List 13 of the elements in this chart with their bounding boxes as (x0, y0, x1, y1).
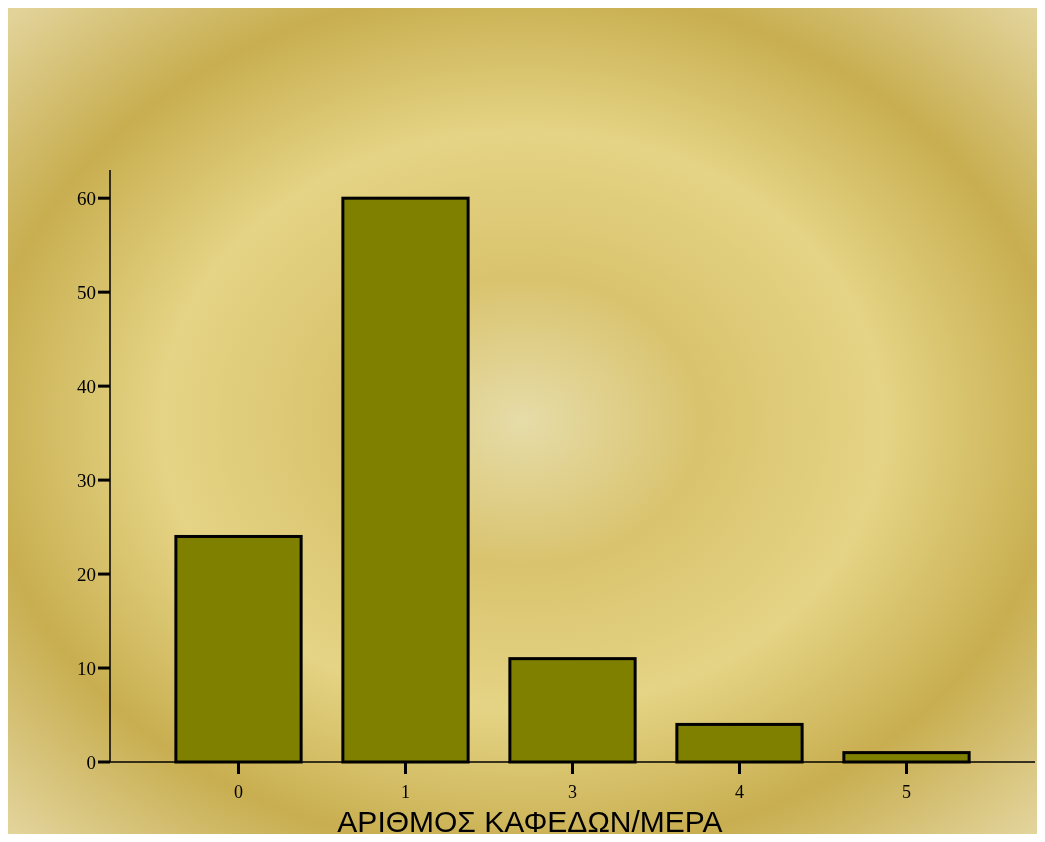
y-tick-label: 50 (77, 282, 96, 304)
x-axis-title: ΑΡΙΘΜΟΣ ΚΑΦΕΔΩΝ/ΜΕΡΑ (337, 805, 723, 838)
y-tick-label: 0 (86, 752, 96, 773)
y-tick-label: 10 (77, 658, 96, 680)
x-tick-label: 1 (401, 782, 410, 802)
y-tick-label: 30 (77, 470, 96, 492)
x-tick-label: 4 (735, 782, 744, 802)
x-tick-label: 3 (568, 782, 577, 802)
x-tick-label: 0 (234, 782, 243, 802)
y-tick-label: 60 (77, 188, 96, 210)
x-tick-label: 5 (902, 782, 911, 802)
y-tick-label: 20 (77, 564, 96, 586)
y-tick-label: 40 (77, 376, 96, 398)
